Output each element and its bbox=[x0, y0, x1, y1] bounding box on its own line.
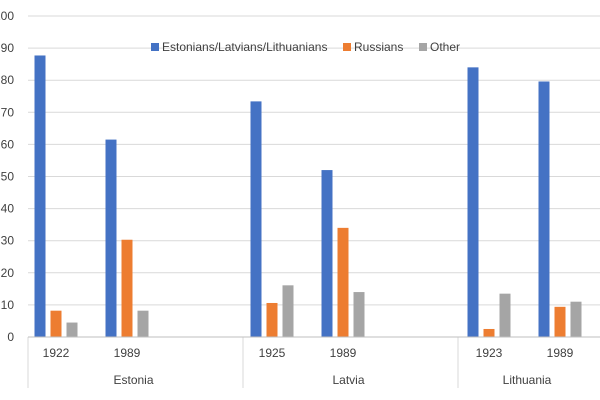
y-tick-label: 10 bbox=[1, 298, 15, 312]
y-tick-label: 60 bbox=[1, 137, 15, 151]
group-label: Latvia bbox=[332, 373, 364, 387]
group-label: Lithuania bbox=[503, 373, 552, 387]
bar-other bbox=[570, 301, 582, 337]
group-label: Estonia bbox=[113, 373, 153, 387]
bar-other bbox=[499, 293, 511, 337]
x-tick-label: 1989 bbox=[330, 346, 357, 360]
y-tick-label: 90 bbox=[1, 41, 15, 55]
bar-estonians-latvians-lithuanians bbox=[321, 170, 333, 337]
y-tick-label: 30 bbox=[1, 234, 15, 248]
x-tick-label: 1925 bbox=[259, 346, 286, 360]
x-tick-label: 1922 bbox=[43, 346, 70, 360]
bar-russians bbox=[50, 310, 62, 337]
bar-russians bbox=[483, 328, 495, 337]
bar-russians bbox=[121, 239, 133, 337]
bar-russians bbox=[337, 227, 349, 337]
bar-russians bbox=[266, 302, 278, 337]
y-tick-label: 80 bbox=[1, 73, 15, 87]
y-tick-label: 50 bbox=[1, 170, 15, 184]
y-tick-label: 40 bbox=[1, 202, 15, 216]
x-tick-label: 1989 bbox=[114, 346, 141, 360]
y-tick-label: 100 bbox=[0, 9, 14, 23]
bar-other bbox=[66, 322, 78, 337]
bar-russians bbox=[554, 306, 566, 337]
bar-estonians-latvians-lithuanians bbox=[467, 67, 479, 338]
bar-estonians-latvians-lithuanians bbox=[538, 81, 550, 337]
bar-estonians-latvians-lithuanians bbox=[34, 55, 46, 337]
y-tick-label: 70 bbox=[1, 105, 15, 119]
x-tick-label: 1989 bbox=[547, 346, 574, 360]
legend-label: Other bbox=[430, 40, 460, 54]
legend: Estonians/Latvians/Lithuanians Russians Ot… bbox=[151, 40, 460, 54]
y-tick-label: 20 bbox=[1, 266, 15, 280]
y-tick-label: 0 bbox=[7, 330, 14, 344]
bar-other bbox=[353, 292, 365, 337]
legend-swatch bbox=[343, 43, 351, 51]
legend-swatch bbox=[151, 43, 159, 51]
bar-estonians-latvians-lithuanians bbox=[250, 101, 262, 337]
x-axis: 1922 1989 Estonia 1925 1989 Latvia 1923 1989 Lit… bbox=[27, 336, 600, 388]
bar-other bbox=[282, 285, 294, 337]
bars bbox=[34, 55, 582, 338]
y-axis-ticks: 0 10 20 30 40 50 60 70 80 90 100 bbox=[0, 9, 14, 344]
x-tick-label: 1923 bbox=[476, 346, 503, 360]
legend-swatch bbox=[419, 43, 427, 51]
legend-label: Estonians/Latvians/Lithuanians bbox=[162, 40, 327, 54]
bar-estonians-latvians-lithuanians bbox=[105, 139, 117, 337]
legend-label: Russians bbox=[354, 40, 403, 54]
bar-other bbox=[137, 310, 149, 337]
